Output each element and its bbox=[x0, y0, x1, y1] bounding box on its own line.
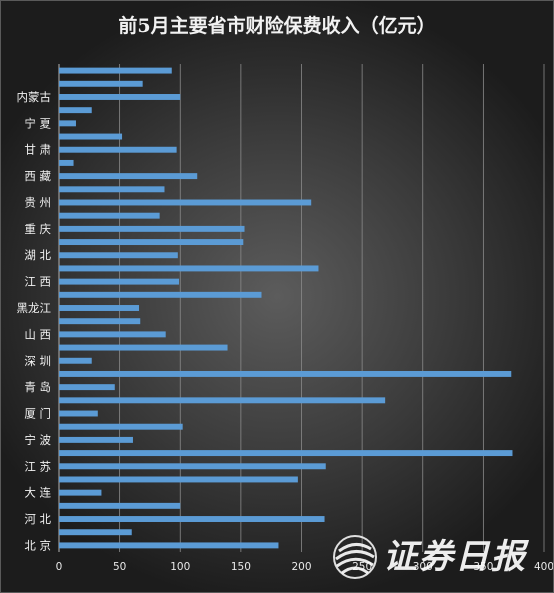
bar bbox=[59, 212, 160, 219]
x-tick-label: 0 bbox=[56, 561, 63, 573]
bar bbox=[59, 107, 92, 114]
watermark: 证券日报 bbox=[331, 527, 551, 587]
category-label: 湖 北 bbox=[24, 248, 51, 262]
bar bbox=[59, 344, 228, 351]
bar bbox=[59, 252, 178, 259]
category-label: 宁 夏 bbox=[24, 116, 51, 130]
bar bbox=[59, 529, 132, 536]
bar bbox=[59, 410, 98, 417]
x-tick-label: 150 bbox=[231, 561, 251, 573]
category-label: 厦 门 bbox=[24, 407, 51, 421]
bar bbox=[59, 199, 312, 206]
bar bbox=[59, 489, 102, 496]
bar bbox=[59, 225, 245, 232]
bar bbox=[59, 291, 262, 298]
bar bbox=[59, 186, 165, 193]
bar bbox=[59, 159, 74, 166]
bar bbox=[59, 397, 386, 404]
category-label: 重 庆 bbox=[24, 222, 51, 236]
bar bbox=[59, 516, 325, 522]
bar bbox=[59, 423, 183, 430]
bar bbox=[59, 67, 172, 74]
category-label: 江 西 bbox=[24, 275, 51, 289]
bar bbox=[59, 450, 513, 457]
bar bbox=[59, 331, 166, 338]
bar bbox=[59, 318, 141, 325]
bar bbox=[59, 94, 181, 100]
bar bbox=[59, 120, 76, 127]
x-tick-label: 300 bbox=[413, 561, 433, 573]
bar bbox=[59, 463, 326, 470]
x-tick-label: 250 bbox=[352, 561, 372, 573]
bar bbox=[59, 80, 143, 87]
category-label: 西 藏 bbox=[24, 169, 51, 183]
bar bbox=[59, 305, 140, 311]
category-label: 宁 波 bbox=[24, 433, 51, 447]
bar bbox=[59, 265, 319, 272]
bar bbox=[59, 133, 123, 140]
bar bbox=[59, 502, 181, 509]
bar bbox=[59, 146, 177, 153]
bar bbox=[59, 278, 180, 285]
x-tick-label: 400 bbox=[534, 561, 554, 573]
bar bbox=[59, 370, 512, 377]
watermark-text: 证券日报 bbox=[383, 537, 527, 577]
category-label: 青 岛 bbox=[24, 380, 51, 394]
x-tick-label: 200 bbox=[291, 561, 311, 573]
bar bbox=[59, 384, 115, 391]
bar bbox=[59, 476, 298, 483]
chart-title: 前5月主要省市财险保费收入（亿元） bbox=[118, 15, 436, 37]
category-label: 大 连 bbox=[24, 486, 51, 500]
x-tick-label: 50 bbox=[113, 561, 126, 573]
category-label: 内蒙古 bbox=[17, 90, 52, 104]
category-label: 深 圳 bbox=[24, 354, 51, 368]
category-label: 贵 州 bbox=[24, 195, 51, 209]
category-label: 河 北 bbox=[24, 512, 51, 526]
bar bbox=[59, 542, 279, 549]
bar bbox=[59, 239, 244, 246]
category-label: 北 京 bbox=[24, 538, 51, 552]
bar bbox=[59, 173, 198, 180]
bar bbox=[59, 357, 92, 364]
category-label: 黑龙江 bbox=[17, 301, 52, 315]
bar bbox=[59, 436, 133, 443]
category-label: 山 西 bbox=[24, 327, 51, 341]
x-tick-label: 350 bbox=[473, 561, 493, 573]
swirl-sphere-logo bbox=[333, 535, 377, 579]
x-tick-label: 100 bbox=[170, 561, 190, 573]
category-label: 甘 肃 bbox=[24, 143, 51, 157]
category-label: 江 苏 bbox=[24, 459, 51, 473]
